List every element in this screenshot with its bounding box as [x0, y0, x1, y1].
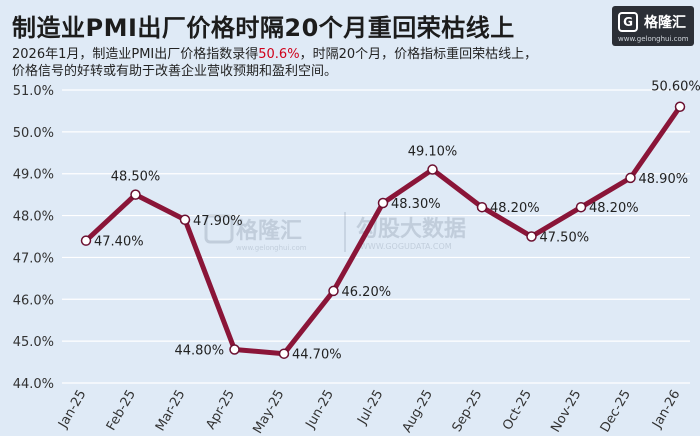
data-point — [625, 172, 636, 184]
subtitle-suffix: ，时隔20个月，价格指标重回荣枯线上， — [299, 47, 538, 62]
data-label: 48.30% — [391, 197, 441, 212]
watermark-logo-box-icon — [204, 214, 234, 244]
y-tick-label: 48.0% — [13, 210, 54, 225]
x-tick-label: Jan-26 — [649, 388, 683, 432]
x-tick-label: Apr-25 — [204, 388, 238, 433]
chart-title: 制造业PMI出厂价格时隔20个月重回荣枯线上 — [12, 14, 515, 42]
data-label: 46.20% — [342, 285, 392, 300]
data-label: 48.20% — [490, 201, 540, 216]
data-label: 48.20% — [589, 201, 639, 216]
data-point — [179, 214, 191, 226]
x-tick-label: Jun-25 — [303, 388, 337, 432]
x-tick-label: Jul-25 — [355, 388, 387, 428]
subtitle-highlight-value: 50.6% — [258, 47, 300, 62]
data-point — [427, 164, 438, 175]
label-layer: 47.40% 48.50% 47.90% 44.80% 44.70% 46.20% 48.3… — [94, 80, 700, 363]
data-label: 50.60% — [651, 80, 700, 95]
x-tick-label: Feb-25 — [104, 388, 139, 434]
brand-logo: G 格隆汇 www.gelonghui.com — [612, 6, 694, 46]
data-point — [328, 285, 339, 297]
data-point — [80, 235, 92, 246]
logo-url: www.gelonghui.com — [618, 35, 689, 43]
data-label: 47.50% — [540, 231, 590, 246]
data-label: 48.50% — [111, 170, 161, 185]
data-label: 47.90% — [193, 214, 243, 229]
x-tick-label: Nov-25 — [548, 388, 584, 436]
x-tick-label: Dec-25 — [598, 388, 634, 436]
data-point — [377, 197, 389, 209]
chart-subtitle: 2026年1月，制造业PMI出厂价格指数录得50.6%，时隔20个月，价格指标重… — [12, 46, 612, 80]
x-tick-label: Oct-25 — [500, 388, 535, 433]
data-point — [130, 189, 141, 200]
series-layer — [80, 101, 686, 359]
data-point — [476, 201, 488, 213]
grid-layer — [62, 89, 690, 384]
logo-name: 格隆汇 — [644, 15, 686, 31]
x-tick-label: Aug-25 — [400, 388, 436, 436]
x-tick-label: Sep-25 — [450, 388, 486, 435]
y-tick-label: 51.0% — [13, 84, 54, 99]
data-point — [575, 201, 587, 213]
data-point — [229, 344, 240, 355]
y-tick-label: 50.0% — [13, 126, 54, 141]
subtitle-line2: 价格信号的好转或有助于改善企业营收预期和盈利空间。 — [12, 64, 338, 79]
y-tick-label: 47.0% — [13, 251, 54, 266]
watermark-brand1-url: www.gelonghui.com — [236, 244, 307, 252]
data-label: 48.90% — [639, 172, 689, 187]
subtitle-prefix: 2026年1月，制造业PMI出厂价格指数录得 — [12, 47, 259, 62]
watermark-brand1: 格隆汇 — [236, 218, 302, 244]
data-label: 47.40% — [94, 235, 144, 250]
y-tick-label: 44.0% — [13, 377, 54, 392]
x-tick-label: Mar-25 — [153, 388, 188, 434]
x-tick-label: May-25 — [251, 388, 288, 436]
data-label: 44.80% — [175, 344, 225, 359]
data-point — [278, 348, 290, 359]
y-tick-label: 46.0% — [13, 293, 54, 308]
data-label: 49.10% — [408, 145, 458, 160]
watermark: 格隆汇 www.gelonghui.com 勾股大数据 WWW.GOGUDATA… — [204, 212, 466, 252]
y-tick-label: 45.0% — [13, 335, 54, 350]
data-point — [674, 101, 686, 112]
y-tick-label: 49.0% — [13, 168, 54, 183]
x-tick-label: Jan-25 — [55, 388, 89, 432]
data-label: 44.70% — [292, 348, 342, 363]
watermark-brand2-url: WWW.GOGUDATA.COM — [360, 242, 452, 251]
data-point — [526, 231, 537, 242]
logo-glyph-icon: G — [618, 12, 638, 32]
